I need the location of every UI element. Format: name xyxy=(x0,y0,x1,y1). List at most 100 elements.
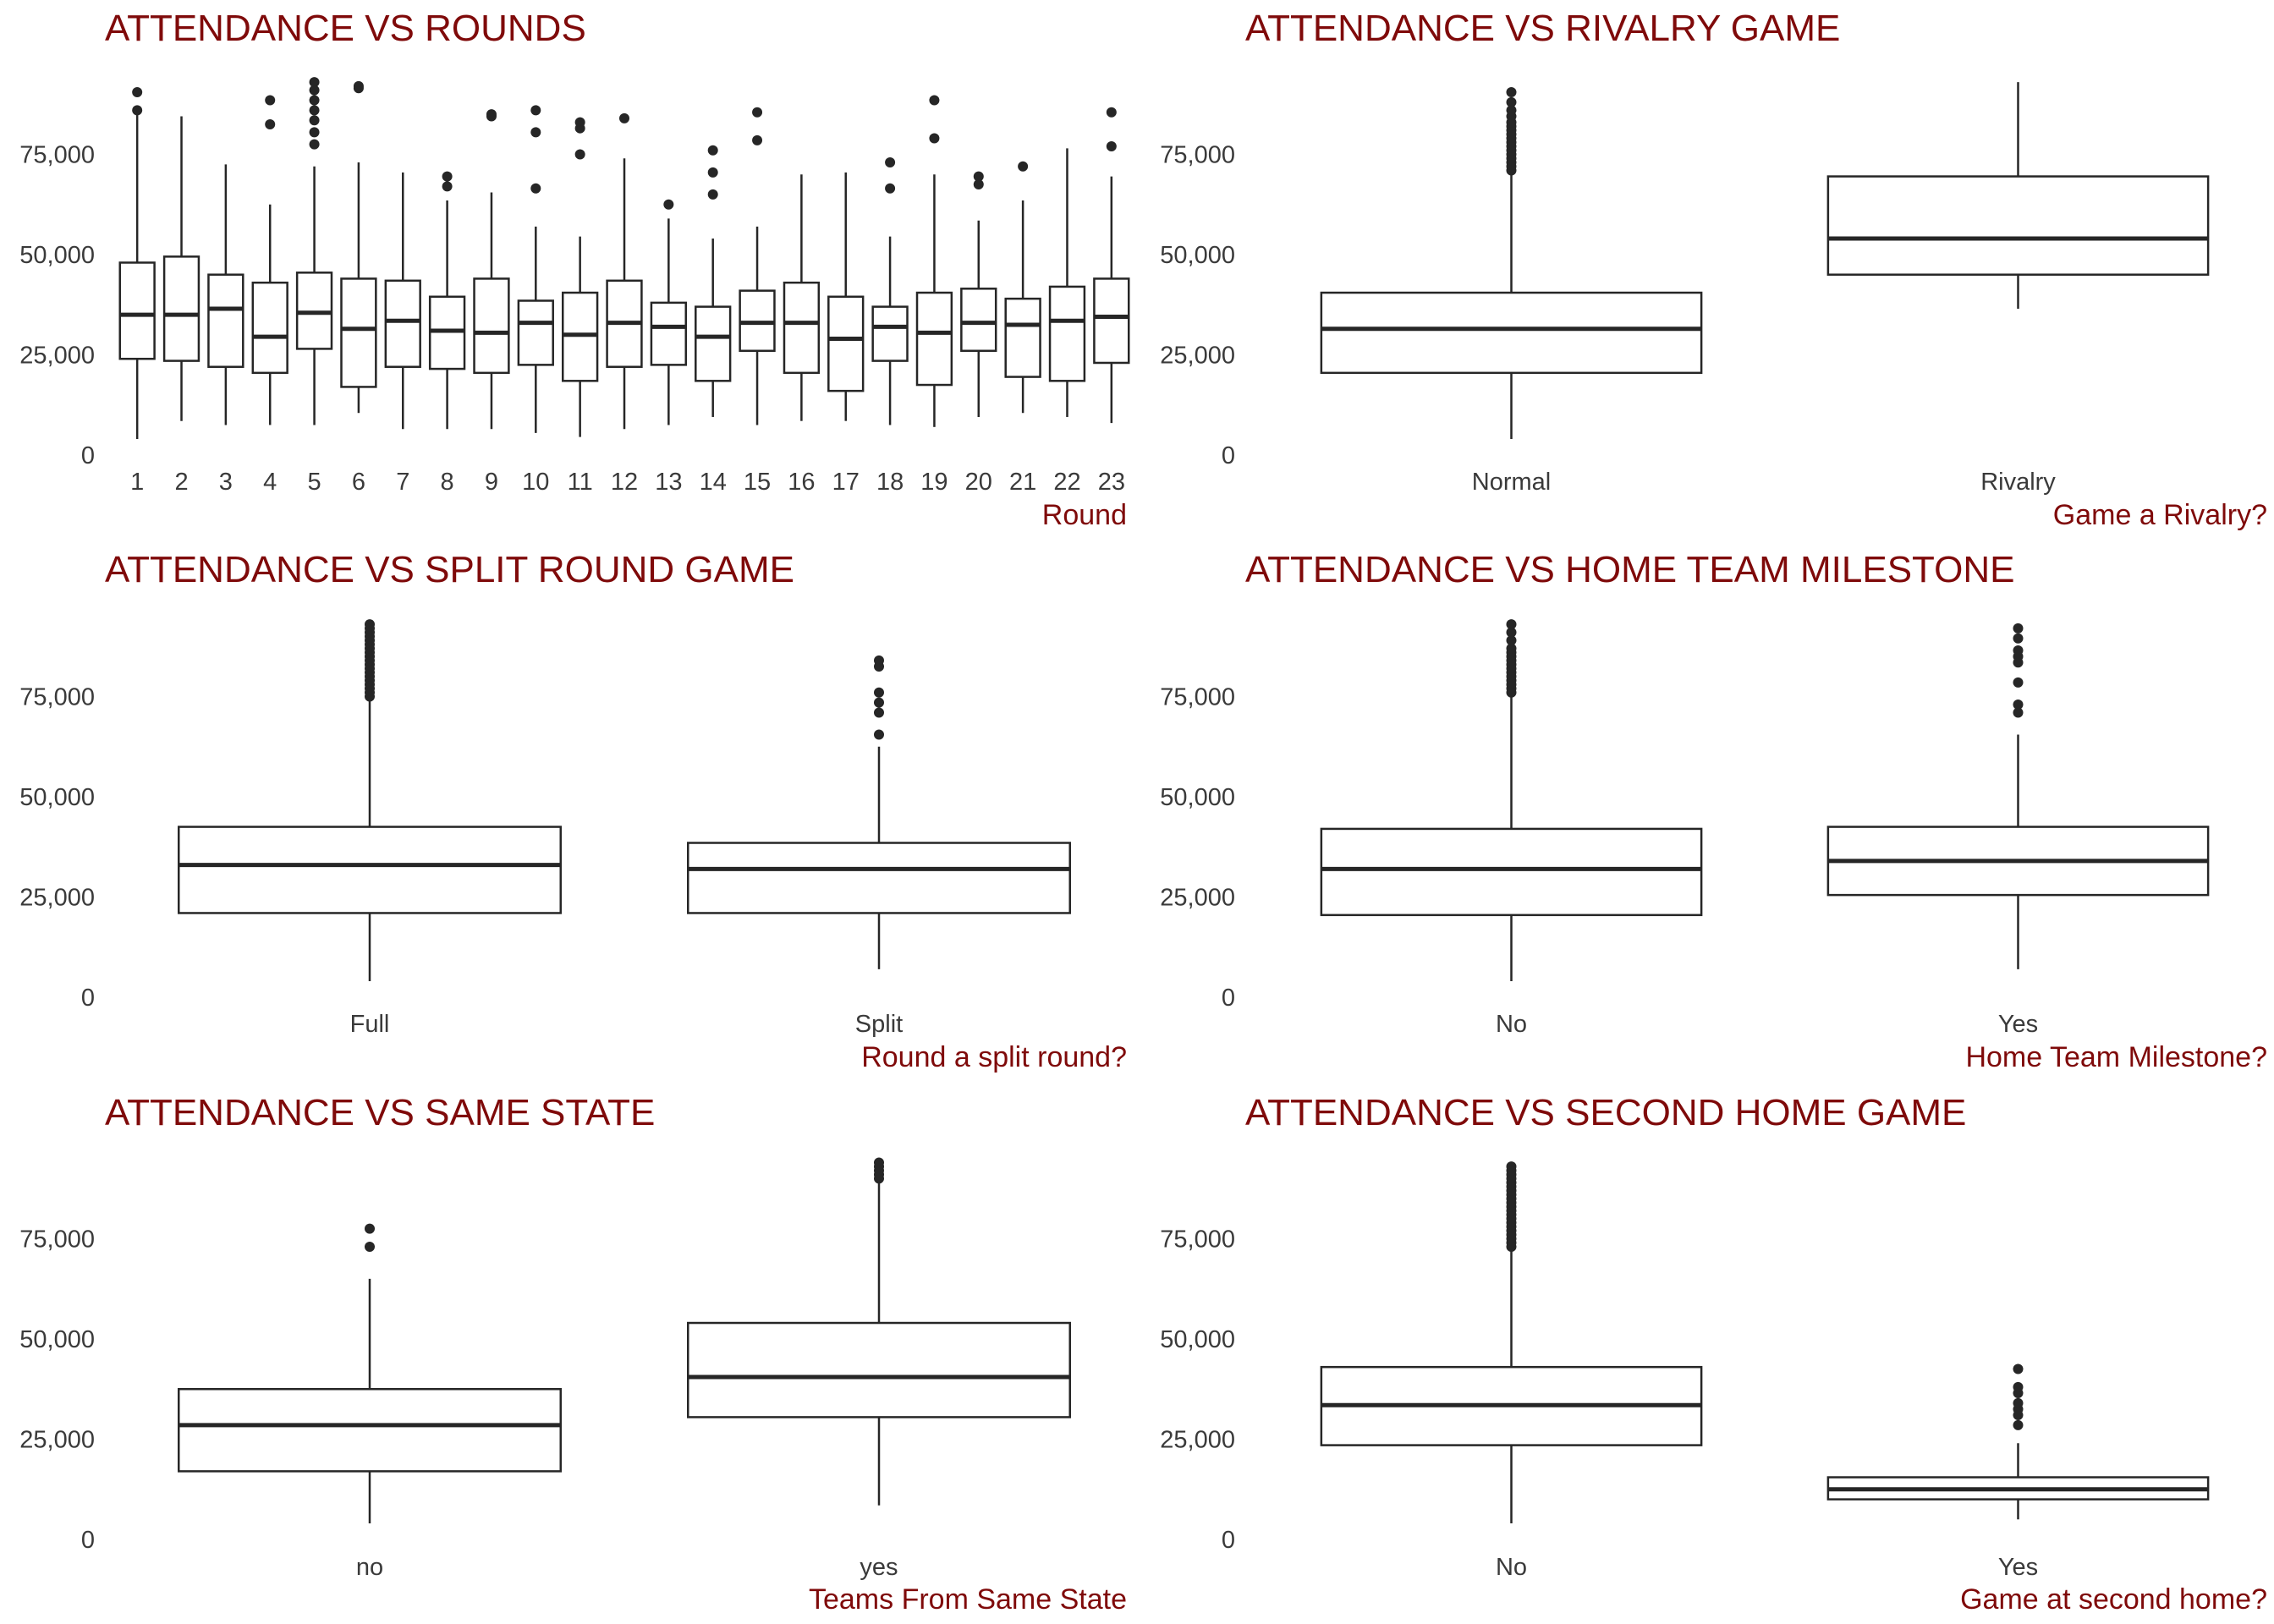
y-tick-label: 0 xyxy=(81,985,95,1012)
box-Yes: Yes xyxy=(1826,1363,2210,1581)
outlier-point xyxy=(1506,105,1517,116)
x-tick-label: 13 xyxy=(655,469,682,496)
iqr-box xyxy=(1320,827,1703,917)
x-tick-label: 16 xyxy=(788,469,815,496)
outlier-point xyxy=(2013,623,2024,634)
x-tick-label: 6 xyxy=(352,469,365,496)
iqr-box xyxy=(1004,297,1041,378)
x-tick-label: Split xyxy=(855,1011,903,1038)
box-7: 7 xyxy=(384,172,421,496)
y-tick-label: 50,000 xyxy=(1160,784,1235,811)
outlier-point xyxy=(885,183,896,194)
box-14: 14 xyxy=(695,145,732,496)
iqr-box xyxy=(1826,175,2210,276)
iqr-box xyxy=(517,299,554,366)
outlier-point xyxy=(752,134,763,145)
panel-5: ATTENDANCE VS SAME STATE 0 25,000 50,000 75,… xyxy=(19,1092,1127,1616)
x-tick-label: no xyxy=(356,1554,383,1581)
iqr-box xyxy=(695,305,732,382)
x-tick-label: 2 xyxy=(174,469,188,496)
x-tick-label: Yes xyxy=(1998,1011,2038,1038)
box-18: 18 xyxy=(871,156,909,496)
iqr-box xyxy=(118,261,156,360)
y-tick-label: 25,000 xyxy=(1160,1427,1235,1454)
iqr-box xyxy=(473,277,510,375)
box-22: 22 xyxy=(1048,148,1086,496)
x-tick-label: 23 xyxy=(1098,469,1125,496)
x-tick-label: 12 xyxy=(611,469,638,496)
outlier-point xyxy=(2013,645,2024,656)
iqr-box xyxy=(687,1321,1071,1418)
outlier-point xyxy=(2013,633,2024,644)
box-23: 23 xyxy=(1093,107,1130,496)
x-tick-label: 20 xyxy=(965,469,992,496)
box-9: 9 xyxy=(473,109,510,496)
x-tick-label: 21 xyxy=(1009,469,1036,496)
outlier-point xyxy=(1506,627,1517,638)
outlier-point xyxy=(663,199,674,210)
outlier-point xyxy=(1506,96,1517,107)
outlier-point xyxy=(1018,161,1029,172)
outlier-point xyxy=(619,112,629,123)
x-tick-label: Full xyxy=(350,1011,390,1038)
outlier-point xyxy=(365,619,375,630)
outlier-point xyxy=(132,87,143,98)
x-tick-label: 5 xyxy=(307,469,321,496)
panel-6: ATTENDANCE VS SECOND HOME GAME 0 25,000 50,… xyxy=(1160,1092,2267,1616)
box-10: 10 xyxy=(517,105,554,496)
outlier-point xyxy=(442,171,453,182)
y-tick-label: 25,000 xyxy=(19,1427,95,1454)
x-tick-label: 3 xyxy=(219,469,233,496)
y-tick-label: 0 xyxy=(81,1527,95,1554)
outlier-point xyxy=(2013,1419,2024,1430)
iqr-box xyxy=(384,279,421,368)
y-tick-label: 50,000 xyxy=(1160,242,1235,269)
y-tick-label: 50,000 xyxy=(1160,1326,1235,1353)
outlier-point xyxy=(929,133,940,144)
y-tick-label: 0 xyxy=(1222,985,1235,1012)
outlier-point xyxy=(309,115,320,126)
iqr-box xyxy=(178,1388,562,1473)
x-tick-label: 11 xyxy=(568,469,593,496)
box-16: 16 xyxy=(783,174,821,496)
x-tick-label: 19 xyxy=(920,469,948,496)
iqr-box xyxy=(207,273,244,368)
x-tick-label: Normal xyxy=(1472,469,1551,496)
iqr-box xyxy=(1320,291,1703,375)
box-12: 12 xyxy=(606,112,643,496)
outlier-point xyxy=(486,109,497,120)
box-3: 3 xyxy=(207,164,244,496)
x-tick-label: 9 xyxy=(485,469,498,496)
chart-title: ATTENDANCE VS SPLIT ROUND GAME xyxy=(105,549,794,590)
x-axis-label: Round a split round? xyxy=(861,1041,1127,1073)
x-axis-label: Game a Rivalry? xyxy=(2053,499,2267,531)
x-tick-label: 8 xyxy=(441,469,454,496)
box-17: 17 xyxy=(827,172,865,496)
outlier-point xyxy=(353,80,364,91)
outlier-point xyxy=(973,179,984,190)
iqr-box xyxy=(251,281,288,375)
outlier-point xyxy=(707,145,718,156)
box-Yes: Yes xyxy=(1826,623,2210,1038)
y-tick-label: 50,000 xyxy=(19,242,95,269)
outlier-point xyxy=(1506,635,1517,646)
x-tick-label: No xyxy=(1496,1554,1527,1581)
outlier-point xyxy=(132,105,143,116)
panel-3: ATTENDANCE VS SPLIT ROUND GAME 0 25,000 50,… xyxy=(19,549,1127,1073)
iqr-box xyxy=(783,281,821,375)
outlier-point xyxy=(309,77,320,88)
outlier-point xyxy=(1506,87,1517,98)
outlier-point xyxy=(707,189,718,200)
chart-title: ATTENDANCE VS SAME STATE xyxy=(105,1092,655,1133)
iqr-box xyxy=(1093,277,1130,365)
chart-title: ATTENDANCE VS HOME TEAM MILESTONE xyxy=(1245,549,2014,590)
panel-4: ATTENDANCE VS HOME TEAM MILESTONE 0 25,000… xyxy=(1160,549,2267,1073)
x-axis-label: Teams From Same State xyxy=(809,1583,1127,1616)
box-No: No xyxy=(1320,1161,1703,1581)
box-21: 21 xyxy=(1004,161,1041,496)
box-20: 20 xyxy=(960,171,997,496)
outlier-point xyxy=(874,687,884,698)
y-tick-label: 25,000 xyxy=(19,343,95,370)
x-tick-label: Yes xyxy=(1998,1554,2038,1581)
